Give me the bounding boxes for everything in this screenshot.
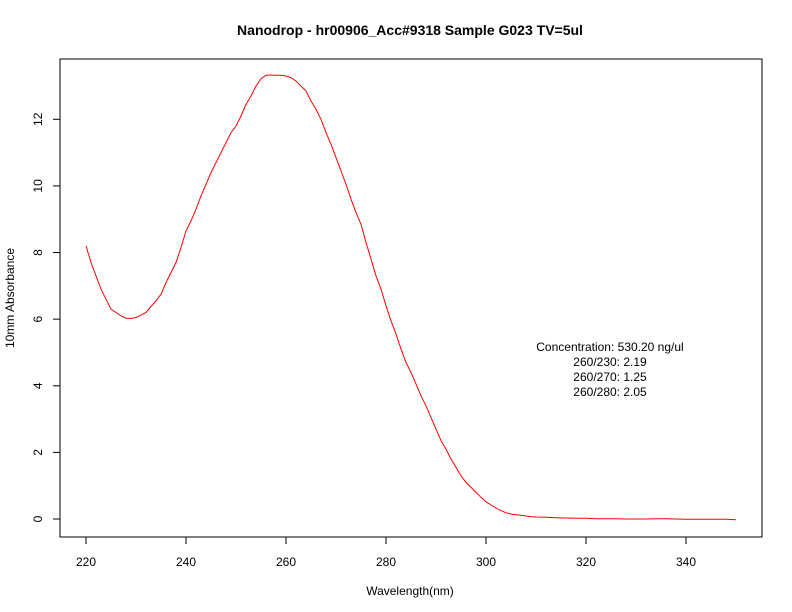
x-tick-label: 340	[676, 555, 696, 569]
y-tick-label: 0	[31, 515, 45, 522]
y-axis: 0 2 4 6 8 10 12	[31, 112, 61, 522]
y-tick-label: 6	[31, 315, 45, 322]
y-tick-label: 4	[31, 382, 45, 389]
y-tick-label: 2	[31, 449, 45, 456]
y-tick-label: 8	[31, 249, 45, 256]
x-tick-label: 300	[476, 555, 496, 569]
x-tick-label: 320	[576, 555, 596, 569]
x-axis-label: Wavelength(nm)	[366, 584, 454, 598]
y-tick-label: 10	[31, 179, 45, 193]
annotation-line: Concentration: 530.20 ng/ul	[536, 340, 683, 354]
annotation-line: 260/270: 1.25	[573, 370, 647, 384]
y-tick-label: 12	[31, 112, 45, 126]
absorbance-curve	[85, 74, 737, 521]
annotation-line: 260/280: 2.05	[573, 385, 647, 399]
x-tick-label: 280	[376, 555, 396, 569]
x-tick-label: 240	[176, 555, 196, 569]
x-tick-label: 220	[76, 555, 96, 569]
chart-title: Nanodrop - hr00906_Acc#9318 Sample G023 …	[237, 22, 583, 38]
annotation-line: 260/230: 2.19	[573, 355, 647, 369]
x-axis: 220 240 260 280 300 320 340	[76, 536, 696, 569]
plot-frame	[59, 58, 763, 538]
y-axis-label: 10mm Absorbance	[3, 248, 17, 348]
x-tick-label: 260	[276, 555, 296, 569]
